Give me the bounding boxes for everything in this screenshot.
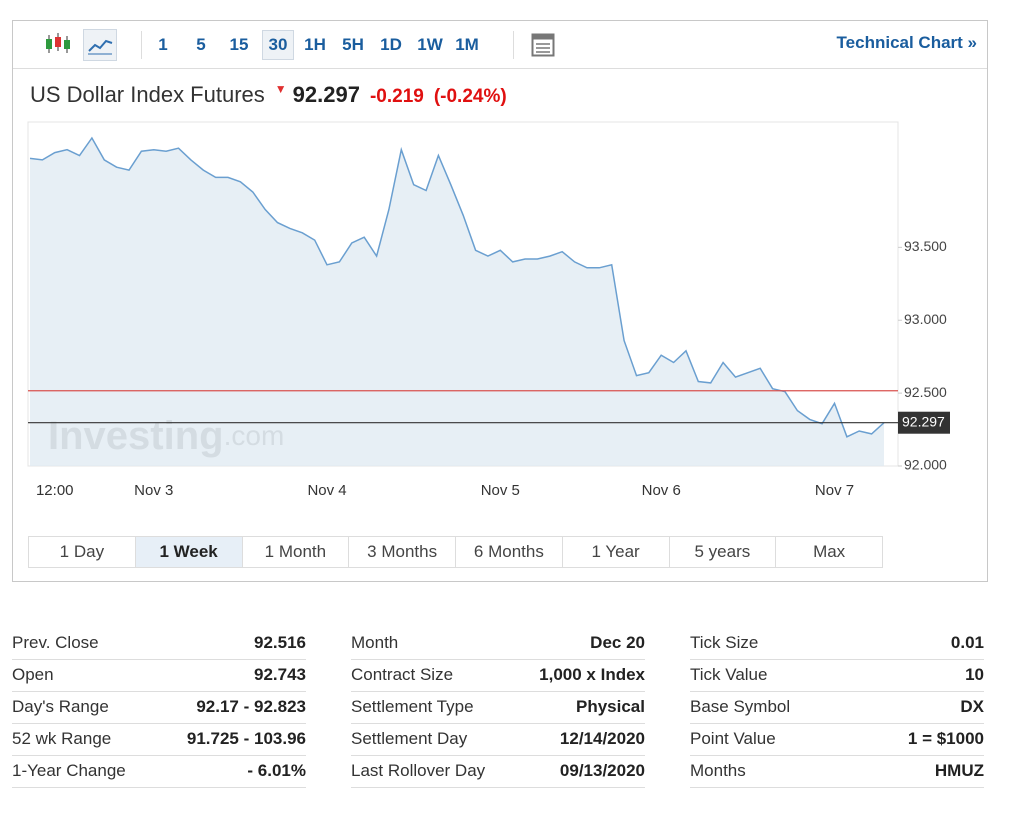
- interval-button[interactable]: 1M: [455, 35, 479, 54]
- stat-label: 1-Year Change: [12, 761, 126, 780]
- range-tab[interactable]: 1 Year: [563, 537, 670, 567]
- stat-value: 12/14/2020: [559, 729, 645, 748]
- interval-button[interactable]: 5: [196, 35, 206, 54]
- stat-row: Settlement Day 12/14/2020: [351, 724, 645, 756]
- x-tick-label: Nov 7: [815, 482, 854, 499]
- price-label-box: [898, 411, 950, 434]
- stat-label: Base Symbol: [690, 697, 791, 716]
- stat-value: Physical: [576, 697, 645, 716]
- candlestick-icon[interactable]: [43, 31, 73, 57]
- y-tick-label: 93.500: [904, 238, 947, 254]
- stat-label: Settlement Type: [351, 697, 474, 716]
- stat-row: Months HMUZ: [690, 756, 984, 788]
- stat-row: Month Dec 20: [351, 628, 645, 660]
- down-arrow: ▼: [274, 82, 287, 96]
- x-tick-label: Nov 6: [642, 482, 681, 499]
- interval-button[interactable]: 5H: [342, 35, 364, 54]
- interval-button[interactable]: 1: [158, 35, 168, 54]
- stat-label: Contract Size: [351, 665, 454, 684]
- stat-row: Settlement Type Physical: [351, 692, 645, 724]
- interval-button[interactable]: 1H: [304, 35, 326, 54]
- stat-value: 10: [965, 665, 984, 684]
- stat-value: HMUZ: [934, 761, 984, 780]
- stat-value: 92.17 - 92.823: [196, 697, 306, 716]
- stat-value: 09/13/2020: [559, 761, 645, 780]
- stat-label: Prev. Close: [12, 633, 99, 652]
- stat-row: Tick Value 10: [690, 660, 984, 692]
- price-change: -0.219: [369, 86, 424, 107]
- area-fill: [30, 138, 884, 466]
- range-tabs: 1 Day 1 Week 1 Month 3 Months 6 Months 1 Year…: [28, 536, 883, 568]
- stat-row: Point Value 1 = $1000: [690, 724, 984, 756]
- stat-label: Point Value: [690, 729, 776, 748]
- stat-label: 52 wk Range: [12, 729, 112, 748]
- interval-button[interactable]: 30: [262, 30, 294, 60]
- stat-value: DX: [960, 697, 984, 716]
- stat-row: Prev. Close 92.516: [12, 628, 306, 660]
- stat-value: 1,000 x Index: [539, 665, 645, 684]
- stat-label: Last Rollover Day: [351, 761, 486, 780]
- range-tab[interactable]: 5 years: [670, 537, 777, 567]
- stat-row: 52 wk Range 91.725 - 103.96: [12, 724, 306, 756]
- stat-value: 92.743: [254, 665, 306, 684]
- stat-value: 0.01: [950, 633, 984, 652]
- stat-row: Day's Range 92.17 - 92.823: [12, 692, 306, 724]
- technical-chart-link[interactable]: Technical Chart »: [836, 33, 977, 52]
- quote-header: US Dollar Index Futures ▼ 92.297 -0.219 (-0.…: [30, 82, 517, 108]
- stat-row: 1-Year Change - 6.01%: [12, 756, 306, 788]
- chart-panel: [12, 20, 988, 582]
- stat-row: Last Rollover Day 09/13/2020: [351, 756, 645, 788]
- stat-value: Dec 20: [590, 633, 645, 652]
- last-price: 92.297: [292, 82, 360, 107]
- x-tick-label: Nov 3: [134, 482, 173, 499]
- stat-label: Day's Range: [12, 697, 109, 716]
- x-tick-label: Nov 4: [307, 482, 346, 499]
- stat-row: Contract Size 1,000 x Index: [351, 660, 645, 692]
- price-label: 92.297: [902, 413, 945, 429]
- range-tab[interactable]: 3 Months: [349, 537, 456, 567]
- y-tick-label: 93.000: [904, 311, 947, 327]
- price-line: [29, 136, 885, 438]
- stat-label: Settlement Day: [351, 729, 468, 748]
- stat-label: Open: [12, 665, 54, 684]
- range-tab[interactable]: 6 Months: [456, 537, 563, 567]
- range-tab[interactable]: Max: [813, 542, 846, 561]
- stat-label: Months: [690, 761, 746, 780]
- instrument-title: US Dollar Index Futures: [30, 82, 265, 107]
- interval-button[interactable]: 1W: [417, 35, 443, 54]
- stat-value: 92.516: [254, 633, 306, 652]
- separator: [513, 31, 514, 59]
- separator: [141, 31, 142, 59]
- price-chart: Investing.com92.00092.50093.00093.50012:…: [27, 121, 950, 499]
- stat-label: Tick Value: [690, 665, 768, 684]
- stat-row: Base Symbol DX: [690, 692, 984, 724]
- stat-row: Open 92.743: [12, 660, 306, 692]
- stat-label: Month: [351, 633, 399, 652]
- stat-label: Tick Size: [690, 633, 759, 652]
- range-tab[interactable]: 1 Day: [29, 537, 136, 567]
- interval-button[interactable]: 15: [229, 35, 249, 54]
- layout-icon[interactable]: [531, 33, 555, 57]
- interval-button[interactable]: 1D: [380, 35, 402, 54]
- stat-row: Tick Size 0.01: [690, 628, 984, 660]
- range-tab[interactable]: 1 Month: [243, 537, 350, 567]
- line-chart-icon[interactable]: [83, 29, 117, 61]
- y-tick-label: 92.000: [904, 457, 947, 473]
- price-change-percent: (-0.24%): [433, 86, 507, 107]
- range-tab[interactable]: 1 Week: [135, 537, 243, 567]
- stat-value: 91.725 - 103.96: [186, 729, 306, 748]
- x-tick-label: 12:00: [36, 482, 74, 499]
- stat-value: 1 = $1000: [907, 729, 984, 748]
- toolbar: 1 5 15 30 1H 5H 1D 1W 1M Technical Chart »: [13, 21, 987, 69]
- y-tick-label: 92.500: [904, 384, 947, 400]
- x-tick-label: Nov 5: [481, 482, 520, 499]
- stat-value: - 6.01%: [247, 761, 306, 780]
